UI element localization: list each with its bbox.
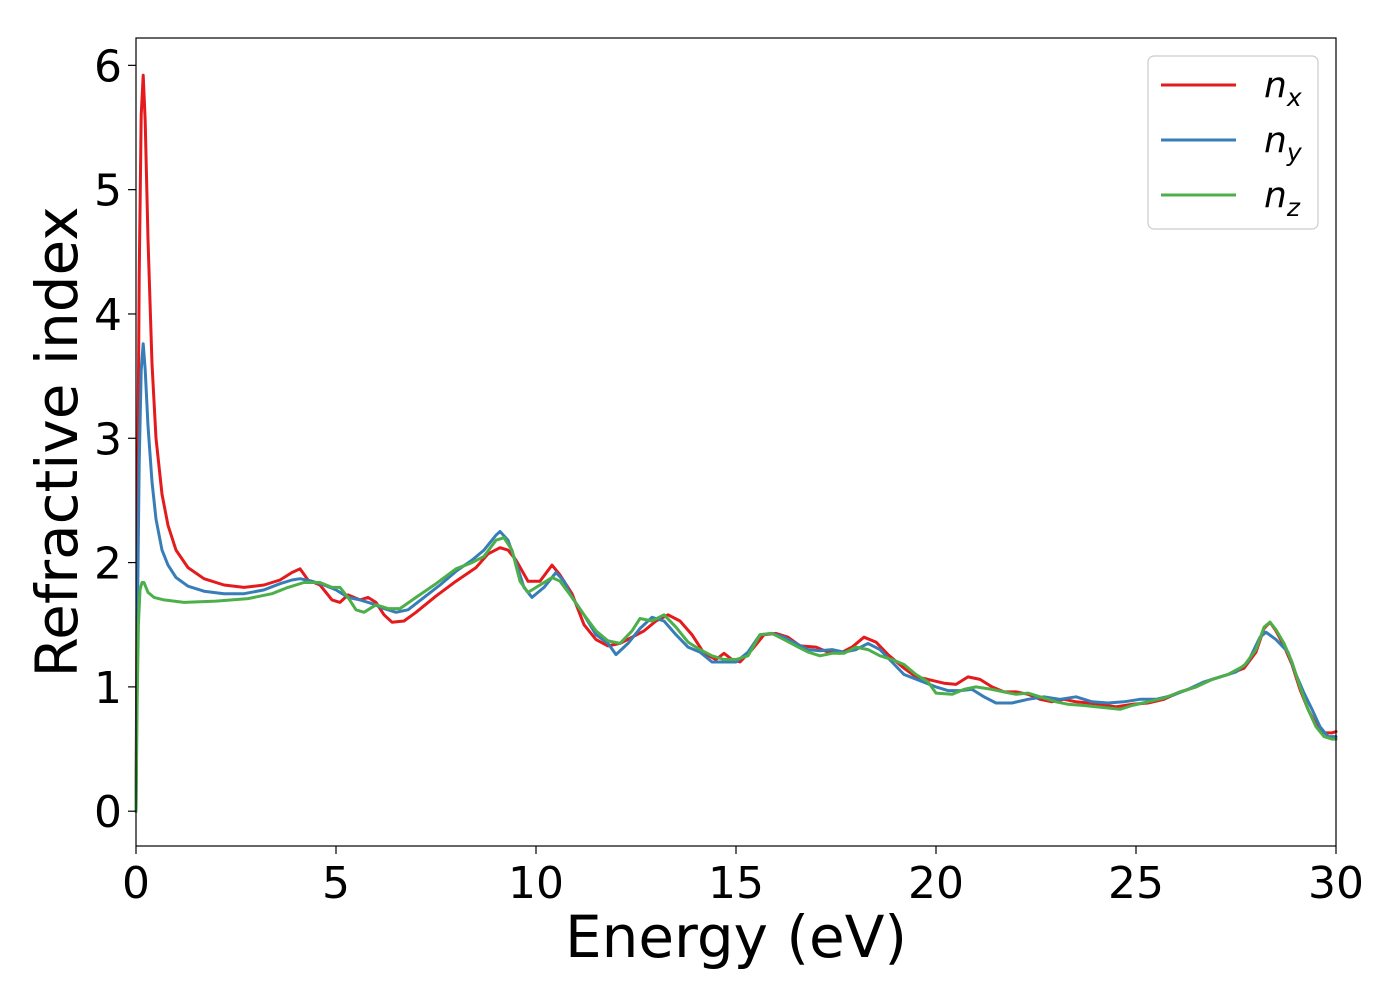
series-layer (134, 73, 1338, 813)
y-axis-title: Refractive index (23, 206, 91, 677)
legend-subscript: z (1286, 193, 1301, 222)
x-axis-title: Energy (eV) (565, 903, 907, 971)
series-line-ny (134, 342, 1338, 813)
x-axis-ticks: 0 5 10 15 20 25 30 (122, 846, 1364, 909)
y-tick-label: 6 (94, 41, 122, 92)
x-tick-label: 0 (122, 858, 150, 909)
y-axis-ticks: 0 1 2 3 4 5 6 (94, 41, 136, 838)
legend-label-nz: nz (1264, 175, 1301, 222)
y-tick-label: 2 (94, 539, 122, 590)
series-line-nz (134, 536, 1338, 813)
x-tick-label: 5 (322, 858, 350, 909)
legend-subscript: x (1286, 83, 1302, 112)
x-tick-label: 25 (1108, 858, 1164, 909)
y-tick-label: 1 (94, 663, 122, 714)
legend-label-ny: ny (1264, 120, 1303, 167)
x-tick-label: 30 (1308, 858, 1364, 909)
legend-box (1147, 55, 1319, 230)
y-tick-label: 4 (94, 290, 122, 341)
legend-symbol: n (1264, 65, 1287, 106)
y-tick-label: 0 (94, 787, 122, 838)
legend-symbol: n (1264, 175, 1287, 216)
legend-label-nx: nx (1264, 65, 1302, 112)
x-tick-label: 10 (508, 858, 564, 909)
x-tick-label: 15 (708, 858, 764, 909)
y-tick-label: 5 (94, 166, 122, 217)
legend-symbol: n (1264, 120, 1287, 161)
legend-subscript: y (1286, 138, 1303, 167)
x-tick-label: 20 (908, 858, 964, 909)
y-tick-label: 3 (94, 414, 122, 465)
